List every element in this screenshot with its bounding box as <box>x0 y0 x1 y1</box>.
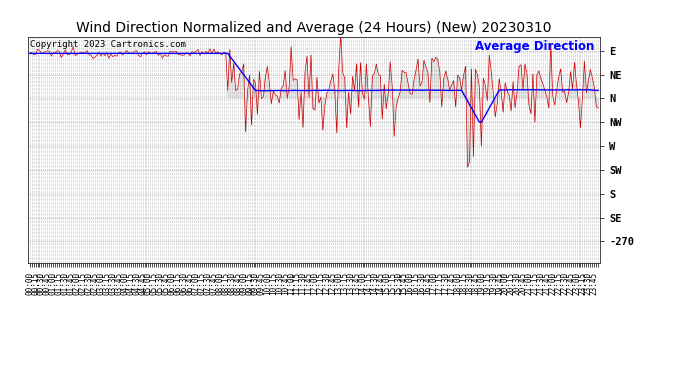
Title: Wind Direction Normalized and Average (24 Hours) (New) 20230310: Wind Direction Normalized and Average (2… <box>76 21 552 35</box>
Text: Average Direction: Average Direction <box>475 40 595 53</box>
Text: Copyright 2023 Cartronics.com: Copyright 2023 Cartronics.com <box>30 40 186 49</box>
